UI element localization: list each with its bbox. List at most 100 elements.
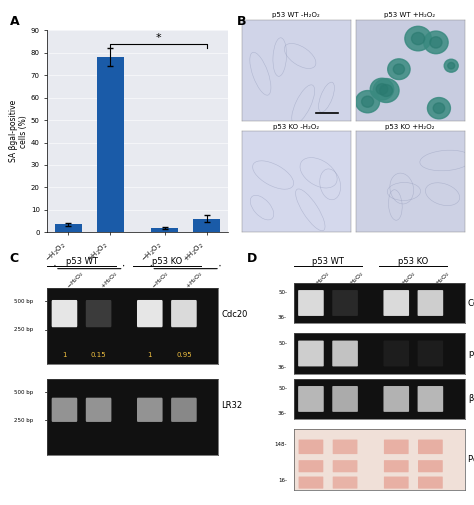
Title: p53 WT -H₂O₂: p53 WT -H₂O₂ [273,13,320,18]
Text: 1: 1 [394,337,399,343]
FancyBboxPatch shape [298,386,324,412]
FancyBboxPatch shape [383,290,409,316]
Title: p53 WT +H₂O₂: p53 WT +H₂O₂ [384,13,436,18]
Text: β-actin: β-actin [468,394,474,403]
Text: Cdc20: Cdc20 [468,298,474,308]
Text: $-$H$_2$O$_2$: $-$H$_2$O$_2$ [64,269,86,291]
Text: 36-: 36- [278,411,287,416]
Text: $-$H$_2$O$_2$: $-$H$_2$O$_2$ [150,269,172,291]
Text: 0.95: 0.95 [176,351,191,358]
Circle shape [362,96,374,107]
Circle shape [356,90,380,113]
FancyBboxPatch shape [384,477,409,489]
Text: 36-: 36- [278,365,287,370]
Text: $+$H$_2$O$_2$: $+$H$_2$O$_2$ [184,269,206,291]
Text: p53 KO: p53 KO [152,257,182,266]
Circle shape [448,63,455,69]
FancyBboxPatch shape [299,477,323,489]
Text: 500 bp: 500 bp [15,390,34,395]
Text: 0.15: 0.15 [91,351,106,358]
FancyBboxPatch shape [299,439,323,454]
FancyBboxPatch shape [86,300,111,327]
FancyBboxPatch shape [298,290,324,316]
Text: D: D [246,252,257,266]
FancyBboxPatch shape [383,340,409,367]
Text: *: * [155,33,161,42]
Text: $-$H$_2$O$_2$: $-$H$_2$O$_2$ [311,269,333,291]
Text: 148-: 148- [274,442,287,447]
Text: 50-: 50- [278,341,287,346]
FancyBboxPatch shape [171,398,197,422]
FancyBboxPatch shape [418,386,443,412]
Circle shape [411,32,425,44]
FancyBboxPatch shape [332,386,358,412]
Y-axis label: SA βgal-positive
cells (%): SA βgal-positive cells (%) [9,100,28,163]
FancyBboxPatch shape [332,290,358,316]
Title: p53 KO -H₂O₂: p53 KO -H₂O₂ [273,124,319,129]
Circle shape [393,64,404,74]
Circle shape [376,84,388,94]
Text: 36-: 36- [278,315,287,320]
Circle shape [370,78,394,100]
Circle shape [428,97,450,119]
FancyBboxPatch shape [137,398,163,422]
Text: 16-: 16- [278,478,287,483]
Circle shape [380,84,392,96]
FancyBboxPatch shape [333,460,357,472]
Bar [193,219,220,232]
Circle shape [444,59,458,72]
FancyBboxPatch shape [52,300,77,327]
Bar [97,57,124,232]
Bar [55,224,82,232]
Text: 1: 1 [62,351,67,358]
Text: LR32: LR32 [221,401,243,410]
FancyBboxPatch shape [52,398,77,422]
Text: A: A [9,15,19,28]
FancyBboxPatch shape [333,439,357,454]
FancyBboxPatch shape [171,300,197,327]
Text: $-$H$_2$O$_2$: $-$H$_2$O$_2$ [396,269,418,291]
Circle shape [430,37,442,48]
Text: 1: 1 [147,351,152,358]
Circle shape [433,103,445,114]
Text: 0.92: 0.92 [423,337,438,343]
Text: 500 bp: 500 bp [15,299,34,304]
Text: 0.11: 0.11 [337,337,353,343]
FancyBboxPatch shape [299,460,323,472]
Circle shape [373,79,399,103]
Text: 250 bp: 250 bp [15,418,34,423]
Circle shape [388,59,410,80]
Text: Cdc20: Cdc20 [221,310,248,319]
FancyBboxPatch shape [86,398,111,422]
Text: Ponceau S: Ponceau S [468,455,474,464]
Text: $+$H$_2$O$_2$: $+$H$_2$O$_2$ [345,269,367,291]
Text: p53 WT: p53 WT [65,257,98,266]
Text: 250 bp: 250 bp [15,327,34,332]
Text: 50-: 50- [278,290,287,295]
FancyBboxPatch shape [333,477,357,489]
Circle shape [405,26,431,51]
FancyBboxPatch shape [384,460,409,472]
FancyBboxPatch shape [418,340,443,367]
Text: $+$H$_2$O$_2$: $+$H$_2$O$_2$ [99,269,120,291]
Title: p53 KO +H₂O₂: p53 KO +H₂O₂ [385,124,435,129]
Text: $+$H$_2$O$_2$: $+$H$_2$O$_2$ [430,269,452,291]
Text: p53 KO: p53 KO [398,257,428,266]
Bar [151,228,178,232]
FancyBboxPatch shape [418,290,443,316]
FancyBboxPatch shape [418,460,443,472]
FancyBboxPatch shape [332,340,358,367]
Text: 50-: 50- [278,386,287,391]
Text: p53: p53 [468,349,474,358]
Text: B: B [237,15,246,28]
FancyBboxPatch shape [137,300,163,327]
Text: C: C [9,252,18,266]
Text: 1: 1 [309,337,313,343]
FancyBboxPatch shape [383,386,409,412]
FancyBboxPatch shape [298,340,324,367]
FancyBboxPatch shape [418,439,443,454]
Text: p53 KO: p53 KO [171,293,201,302]
Text: p53 WT: p53 WT [312,257,344,266]
FancyBboxPatch shape [384,439,409,454]
Text: p53 WT: p53 WT [73,293,105,302]
